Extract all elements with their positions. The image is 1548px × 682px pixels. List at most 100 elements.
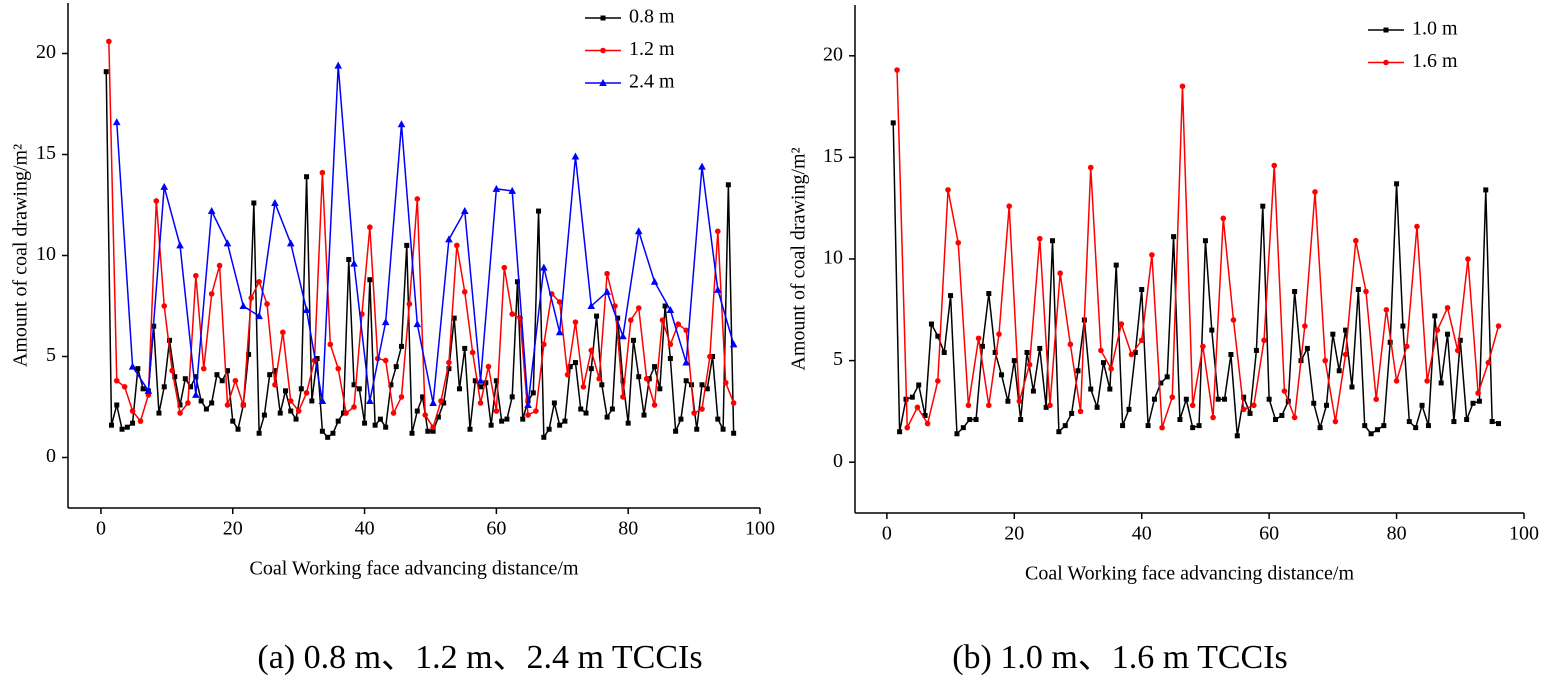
marker (277, 410, 283, 416)
marker (113, 377, 120, 384)
marker (1323, 402, 1329, 408)
marker (144, 386, 153, 394)
x-tick-label: 100 (745, 518, 775, 540)
marker (414, 196, 421, 202)
marker (1107, 386, 1113, 392)
marker (1363, 288, 1369, 295)
y-tick-label: 10 (36, 243, 56, 265)
marker (1495, 323, 1502, 329)
marker (1406, 419, 1412, 425)
marker (1056, 429, 1062, 435)
legend-marker (600, 15, 606, 21)
marker (904, 424, 911, 431)
marker (1400, 323, 1406, 329)
marker (477, 400, 484, 406)
marker (121, 384, 128, 390)
marker (435, 414, 441, 420)
marker (594, 313, 600, 319)
marker (707, 353, 713, 360)
marker (620, 394, 626, 400)
marker (1475, 390, 1481, 396)
marker (1118, 321, 1125, 327)
marker (318, 396, 327, 404)
marker (699, 406, 705, 412)
marker (1281, 388, 1288, 394)
y-tick-label: 20 (36, 41, 56, 63)
y-tick-label: 5 (46, 344, 56, 366)
marker (1425, 423, 1431, 429)
marker (1050, 238, 1056, 244)
marker (541, 341, 547, 348)
marker (207, 207, 216, 215)
marker (588, 347, 595, 354)
marker (288, 408, 294, 414)
marker (425, 428, 431, 434)
marker (1383, 307, 1390, 313)
marker (1234, 433, 1240, 439)
marker (650, 277, 659, 285)
y-tick-label: 5 (833, 348, 843, 370)
marker (350, 259, 358, 267)
series-line (892, 122, 1499, 436)
marker (397, 120, 406, 128)
marker (185, 400, 191, 406)
marker (182, 376, 188, 382)
marker (343, 410, 349, 416)
marker (1419, 402, 1425, 408)
marker (177, 410, 183, 416)
marker (641, 412, 647, 418)
marker (224, 402, 231, 408)
marker (587, 302, 596, 309)
marker (1414, 223, 1420, 230)
marker (1434, 327, 1441, 333)
marker (161, 384, 167, 390)
x-tick-label: 80 (618, 518, 638, 540)
marker (302, 306, 311, 314)
marker (555, 328, 564, 336)
legend-marker (599, 79, 607, 86)
marker (1454, 347, 1461, 354)
marker (1260, 203, 1266, 209)
marker (1393, 378, 1400, 384)
marker (1132, 349, 1138, 355)
legend-label: 1.6 m (1412, 50, 1458, 72)
marker (999, 372, 1005, 378)
marker (583, 410, 589, 416)
marker (675, 321, 682, 327)
marker (715, 228, 721, 235)
marker (1374, 427, 1380, 433)
marker (446, 366, 452, 372)
marker (612, 303, 618, 309)
marker (504, 416, 510, 422)
marker (413, 320, 422, 328)
marker (438, 398, 444, 404)
marker (383, 424, 389, 430)
marker (166, 337, 172, 343)
marker (551, 400, 557, 406)
marker (1470, 400, 1476, 406)
marker (1196, 423, 1202, 429)
marker (1465, 256, 1471, 262)
marker (1222, 396, 1228, 402)
marker (192, 390, 200, 398)
marker (382, 357, 389, 364)
marker (430, 428, 436, 434)
marker (694, 426, 700, 432)
marker (219, 378, 225, 384)
marker (533, 408, 539, 414)
x-tick-label: 40 (355, 518, 375, 540)
marker (1228, 352, 1234, 358)
marker (1011, 358, 1017, 364)
marker (1343, 327, 1349, 333)
marker (188, 384, 194, 390)
marker (325, 434, 331, 440)
marker (1332, 418, 1339, 425)
marker (1098, 347, 1104, 354)
marker (377, 416, 383, 422)
marker (1202, 238, 1208, 244)
marker (546, 426, 552, 432)
marker (232, 377, 239, 384)
marker (1113, 262, 1119, 268)
marker (1261, 337, 1267, 344)
marker (652, 364, 658, 370)
